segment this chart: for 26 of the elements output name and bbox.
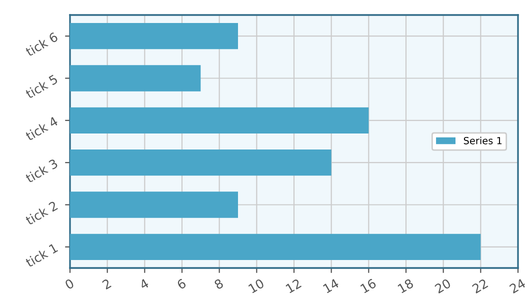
x-tick-label: 2 [102, 278, 112, 290]
x-tick-label: 16 [360, 278, 377, 294]
x-tick-label: 18 [397, 278, 414, 294]
y-tick-label: tick 1 [24, 242, 58, 268]
x-tick-label: 8 [214, 278, 224, 290]
bar [70, 23, 238, 50]
x-tick-label: 10 [248, 278, 265, 294]
bar [70, 150, 332, 176]
y-tick-label: tick 5 [24, 74, 58, 99]
y-tick-label: tick 2 [24, 200, 58, 226]
x-tick-label: 0 [64, 278, 75, 290]
bar [70, 65, 201, 92]
x-tick-label: 6 [176, 278, 187, 290]
bar [70, 234, 481, 260]
x-tick-label: 4 [138, 278, 150, 290]
y-tick-label: tick 3 [24, 158, 58, 184]
x-tick-label: 12 [285, 278, 302, 294]
legend-label: Series 1 [464, 136, 502, 144]
bar [70, 192, 238, 218]
bar [70, 107, 369, 134]
y-tick-label: tick 4 [24, 116, 58, 142]
x-tick-label: 20 [434, 278, 452, 294]
x-tick-label: 24 [508, 278, 526, 294]
x-tick-label: 22 [472, 278, 488, 294]
y-tick-label: tick 6 [24, 32, 58, 57]
x-tick-label: 14 [322, 278, 340, 294]
